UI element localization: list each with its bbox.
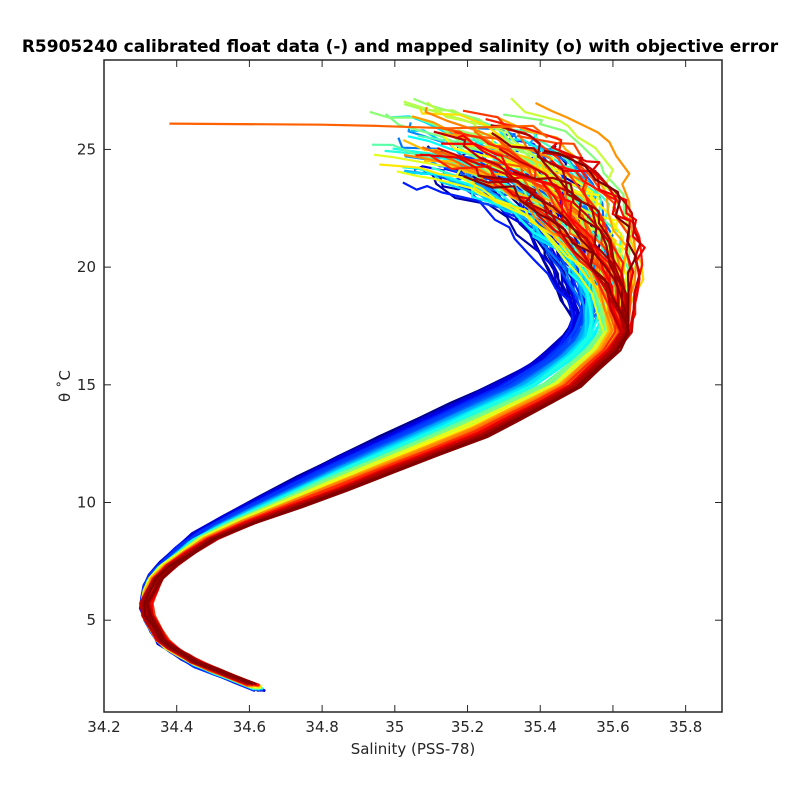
x-tick-label: 34.6 bbox=[233, 718, 266, 736]
x-axis-label: Salinity (PSS-78) bbox=[351, 740, 476, 758]
profile-line bbox=[143, 149, 637, 685]
y-tick-label: 15 bbox=[77, 376, 96, 394]
x-tick-label: 34.2 bbox=[87, 718, 120, 736]
y-tick-label: 25 bbox=[77, 140, 96, 158]
y-axis-label: θ ˚C bbox=[56, 370, 74, 402]
y-axis: 5 10 15 20 25 bbox=[77, 140, 722, 629]
x-tick-label: 35.2 bbox=[451, 718, 484, 736]
x-tick-label: 35.6 bbox=[596, 718, 629, 736]
outlier-profile-line bbox=[169, 122, 549, 139]
x-tick-label: 35 bbox=[385, 718, 404, 736]
chart-title: R5905240 calibrated float data (-) and m… bbox=[22, 37, 779, 57]
axes-box bbox=[103, 59, 723, 713]
y-tick-label: 10 bbox=[77, 494, 96, 512]
profile-line bbox=[146, 175, 631, 686]
x-tick-label: 34.4 bbox=[160, 718, 193, 736]
x-tick-label: 35.4 bbox=[524, 718, 557, 736]
y-tick-label: 20 bbox=[77, 258, 96, 276]
y-tick-label: 5 bbox=[86, 611, 96, 629]
x-tick-label: 34.8 bbox=[305, 718, 338, 736]
x-axis: 34.2 34.4 34.6 34.8 35 35.2 35.4 35.6 35.8 bbox=[87, 60, 702, 736]
x-tick-label: 35.8 bbox=[669, 718, 702, 736]
profile-lines bbox=[138, 97, 646, 693]
